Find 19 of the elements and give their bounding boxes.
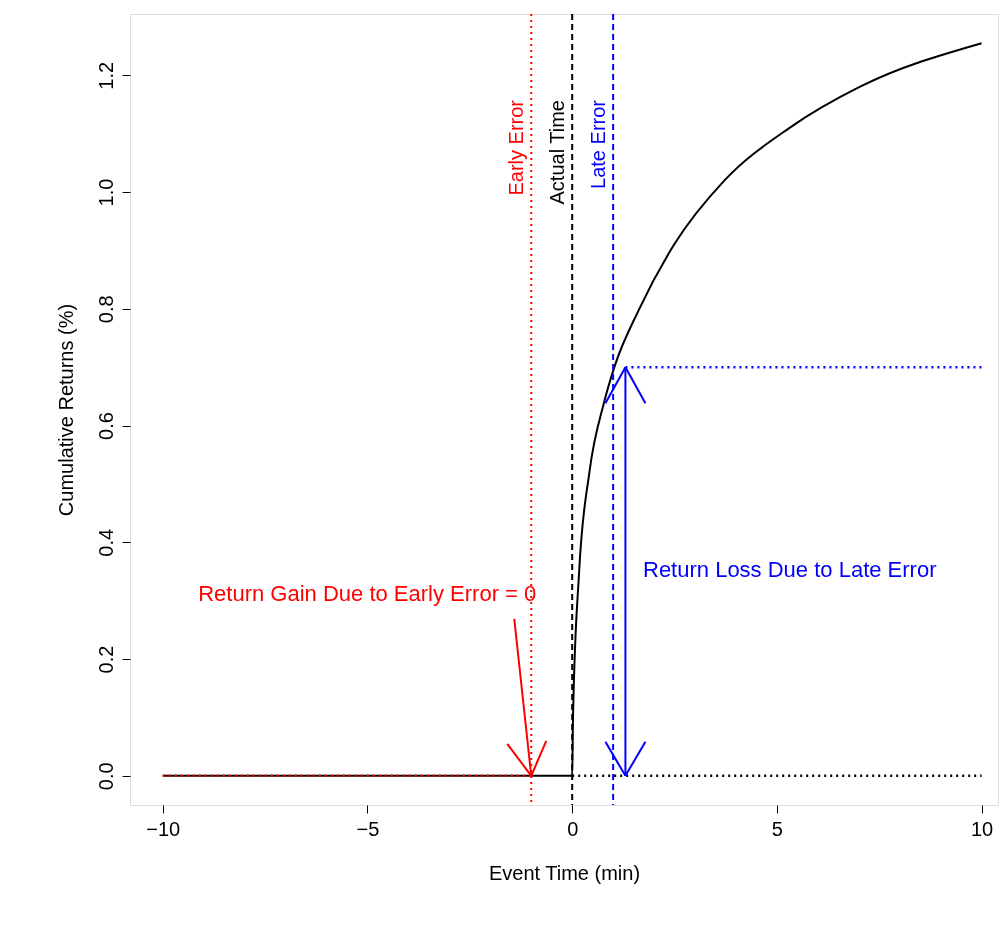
y-tick-label: 0.8: [94, 295, 117, 324]
y-tick-label: 1.2: [94, 61, 117, 90]
ref-line-label: Early Error: [505, 99, 528, 196]
y-tick-label: 0.6: [94, 412, 117, 440]
x-tick-label: −5: [356, 817, 380, 840]
ref-line-label: Actual Time: [546, 100, 569, 205]
x-tick-label: 10: [971, 817, 994, 840]
ref-line-label: Late Error: [587, 99, 610, 189]
annotation: Return Loss Due to Late Error: [643, 557, 937, 582]
y-tick-label: 0.4: [94, 528, 117, 557]
y-axis-title: Cumulative Returns (%): [54, 303, 77, 517]
annotation: Return Gain Due to Early Error = 0: [198, 580, 537, 606]
x-axis-title: Event Time (min): [488, 861, 641, 884]
x-tick-label: 0: [567, 817, 579, 840]
y-tick-label: 1.0: [94, 178, 117, 207]
x-tick-label: −10: [146, 817, 181, 840]
y-tick-label: 0.2: [94, 645, 117, 674]
x-tick-label: 5: [771, 817, 783, 840]
y-tick-label: 0.0: [94, 762, 117, 791]
